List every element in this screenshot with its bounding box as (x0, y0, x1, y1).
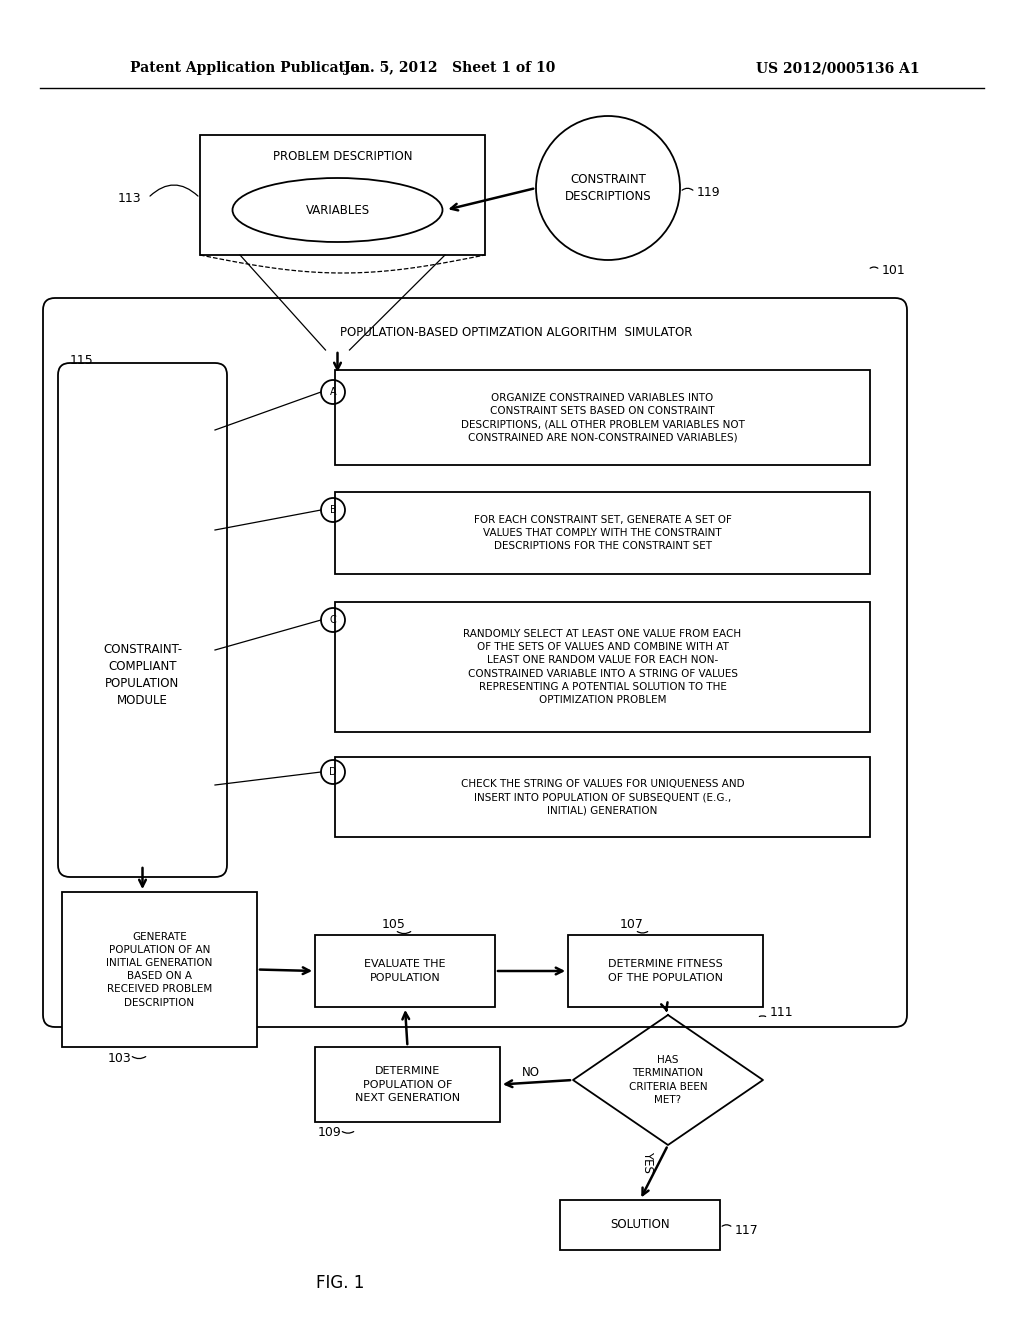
Text: RANDOMLY SELECT AT LEAST ONE VALUE FROM EACH
OF THE SETS OF VALUES AND COMBINE W: RANDOMLY SELECT AT LEAST ONE VALUE FROM … (464, 630, 741, 705)
Text: HAS
TERMINATION
CRITERIA BEEN
MET?: HAS TERMINATION CRITERIA BEEN MET? (629, 1055, 708, 1105)
Text: EVALUATE THE
POPULATION: EVALUATE THE POPULATION (365, 960, 445, 982)
Text: 109: 109 (318, 1126, 342, 1138)
Text: CHECK THE STRING OF VALUES FOR UNIQUENESS AND
INSERT INTO POPULATION OF SUBSEQUE: CHECK THE STRING OF VALUES FOR UNIQUENES… (461, 779, 744, 816)
Text: DETERMINE
POPULATION OF
NEXT GENERATION: DETERMINE POPULATION OF NEXT GENERATION (355, 1067, 460, 1102)
Text: DETERMINE FITNESS
OF THE POPULATION: DETERMINE FITNESS OF THE POPULATION (608, 960, 723, 982)
Text: 119: 119 (697, 186, 721, 198)
Text: 103: 103 (108, 1052, 132, 1064)
Text: 101: 101 (882, 264, 906, 276)
Bar (62, 892, 257, 1047)
Text: A: A (330, 387, 336, 397)
Bar (335, 370, 870, 465)
Text: Patent Application Publication: Patent Application Publication (130, 61, 370, 75)
Text: CONSTRAINT
DESCRIPTIONS: CONSTRAINT DESCRIPTIONS (564, 173, 651, 203)
Text: D: D (329, 767, 337, 777)
FancyBboxPatch shape (58, 363, 227, 876)
Text: 117: 117 (735, 1224, 759, 1237)
Text: ORGANIZE CONSTRAINED VARIABLES INTO
CONSTRAINT SETS BASED ON CONSTRAINT
DESCRIPT: ORGANIZE CONSTRAINED VARIABLES INTO CONS… (461, 393, 744, 442)
Bar (335, 492, 870, 574)
Bar (315, 1047, 500, 1122)
Bar (335, 756, 870, 837)
Bar (568, 935, 763, 1007)
Text: 105: 105 (382, 917, 406, 931)
Text: US 2012/0005136 A1: US 2012/0005136 A1 (757, 61, 920, 75)
Text: B: B (330, 506, 336, 515)
Text: 111: 111 (770, 1006, 794, 1019)
Ellipse shape (232, 178, 442, 242)
Text: VARIABLES: VARIABLES (305, 203, 370, 216)
Text: PROBLEM DESCRIPTION: PROBLEM DESCRIPTION (272, 150, 413, 164)
Bar (335, 602, 870, 733)
Text: GENERATE
POPULATION OF AN
INITIAL GENERATION
BASED ON A
RECEIVED PROBLEM
DESCRIP: GENERATE POPULATION OF AN INITIAL GENERA… (106, 932, 213, 1007)
Bar (200, 135, 485, 255)
Text: C: C (330, 615, 336, 624)
Text: YES: YES (641, 1151, 654, 1173)
Text: FOR EACH CONSTRAINT SET, GENERATE A SET OF
VALUES THAT COMPLY WITH THE CONSTRAIN: FOR EACH CONSTRAINT SET, GENERATE A SET … (473, 515, 731, 552)
Bar (315, 935, 495, 1007)
Text: 113: 113 (118, 191, 141, 205)
Ellipse shape (536, 116, 680, 260)
Text: NO: NO (522, 1065, 540, 1078)
FancyBboxPatch shape (43, 298, 907, 1027)
Text: 115: 115 (70, 354, 94, 367)
Text: POPULATION-BASED OPTIMZATION ALGORITHM  SIMULATOR: POPULATION-BASED OPTIMZATION ALGORITHM S… (340, 326, 692, 338)
Text: CONSTRAINT-
COMPLIANT
POPULATION
MODULE: CONSTRAINT- COMPLIANT POPULATION MODULE (103, 643, 182, 708)
Text: FIG. 1: FIG. 1 (315, 1274, 365, 1292)
Text: SOLUTION: SOLUTION (610, 1218, 670, 1232)
Bar (560, 1200, 720, 1250)
Text: Jan. 5, 2012   Sheet 1 of 10: Jan. 5, 2012 Sheet 1 of 10 (344, 61, 556, 75)
Text: 107: 107 (620, 917, 644, 931)
